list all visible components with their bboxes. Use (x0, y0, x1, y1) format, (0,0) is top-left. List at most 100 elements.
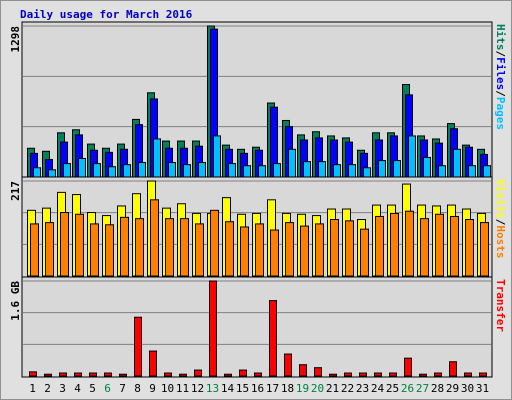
bar (314, 367, 322, 377)
legend-entry: Visits (494, 179, 507, 219)
legend-separator: / (494, 219, 507, 226)
x-tick-label: 13 (206, 382, 219, 395)
bar (213, 135, 221, 178)
x-tick-label: 1 (29, 382, 36, 395)
bar (179, 373, 187, 377)
bar (479, 372, 487, 377)
bar (105, 224, 114, 277)
bar (30, 223, 39, 277)
x-tick-label: 20 (311, 382, 324, 395)
bar (150, 199, 159, 277)
bar (149, 350, 157, 377)
bar (408, 135, 416, 178)
x-tick-label: 11 (176, 382, 189, 395)
x-tick-label: 23 (356, 382, 369, 395)
bar (60, 212, 69, 277)
bar (389, 372, 397, 377)
bar (228, 163, 236, 178)
x-tick-label: 2 (44, 382, 51, 395)
bar (258, 165, 266, 178)
bar (134, 316, 142, 377)
bar (138, 162, 146, 178)
bar (423, 156, 431, 178)
bar (254, 372, 262, 377)
bar (330, 219, 339, 277)
legend: Visits/Hosts (494, 179, 507, 259)
bar (288, 148, 296, 178)
bar (333, 164, 341, 178)
bar (453, 148, 461, 178)
bar (435, 213, 444, 277)
bar (243, 165, 251, 178)
bar (119, 373, 127, 377)
x-tick-label: 15 (236, 382, 249, 395)
bar (420, 218, 429, 277)
bar (93, 163, 101, 178)
bar (75, 213, 84, 277)
bar (180, 218, 189, 277)
bar (104, 372, 112, 377)
bar (63, 163, 71, 178)
bar (449, 361, 457, 377)
x-tick-label: 7 (119, 382, 126, 395)
legend: Transfer (494, 279, 507, 332)
panel (21, 276, 493, 378)
x-tick-label: 9 (149, 382, 156, 395)
x-tick-label: 4 (74, 382, 81, 395)
bar (164, 372, 172, 377)
bar (360, 228, 369, 277)
bar (374, 372, 382, 377)
bar (359, 372, 367, 377)
bar (344, 372, 352, 377)
y-tick-label: 1298 (9, 26, 22, 53)
legend-separator: / (494, 51, 507, 58)
bar (269, 300, 277, 377)
bar (123, 164, 131, 178)
x-tick-label: 29 (446, 382, 459, 395)
bar (480, 222, 489, 277)
x-tick-label: 28 (431, 382, 444, 395)
bar (135, 218, 144, 277)
legend-entry: Hits (494, 24, 507, 51)
bar (303, 161, 311, 178)
legend-entry: Pages (494, 97, 507, 130)
x-tick-label: 18 (281, 382, 294, 395)
bar (285, 222, 294, 277)
bar (120, 216, 129, 277)
bar (270, 229, 279, 277)
bar (404, 357, 412, 377)
bar (240, 226, 249, 277)
bar (318, 161, 326, 178)
x-tick-label: 5 (89, 382, 96, 395)
bar (348, 164, 356, 178)
legend-entry: Transfer (494, 279, 507, 332)
bar (153, 138, 161, 178)
x-tick-label: 12 (191, 382, 204, 395)
bar (438, 165, 446, 178)
bar (194, 369, 202, 377)
x-tick-label: 25 (386, 382, 399, 395)
x-tick-label: 31 (476, 382, 489, 395)
bar (378, 160, 386, 178)
bar (483, 165, 491, 178)
legend-separator: / (494, 90, 507, 97)
x-tick-label: 3 (59, 382, 66, 395)
bar (29, 371, 37, 377)
bar (90, 223, 99, 277)
bar (168, 162, 176, 178)
bar (225, 221, 234, 277)
bar (198, 162, 206, 178)
chart-title: Daily usage for March 2016 (20, 8, 193, 21)
bar (300, 225, 309, 277)
bar (363, 167, 371, 178)
bar (45, 222, 54, 277)
bar (239, 369, 247, 377)
x-tick-label: 19 (296, 382, 309, 395)
x-tick-label: 22 (341, 382, 354, 395)
bar (434, 372, 442, 377)
bar (299, 364, 307, 377)
x-tick-label: 21 (326, 382, 339, 395)
bar (329, 373, 337, 377)
y-tick-label: 1.6 GB (9, 281, 22, 321)
